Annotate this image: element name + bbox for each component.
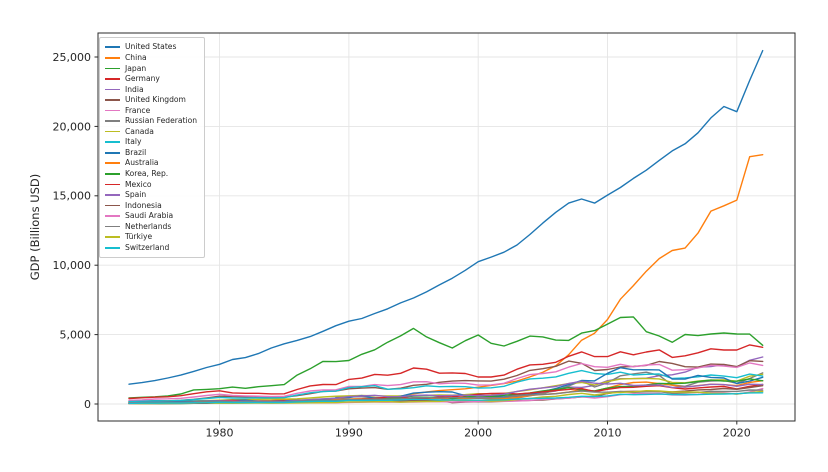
x-tick-label: 2020 <box>723 427 751 440</box>
legend-label: Netherlands <box>125 221 172 231</box>
legend-item: United Kingdom <box>105 95 197 106</box>
legend-item: Germany <box>105 74 197 85</box>
legend-swatch <box>105 130 120 133</box>
legend-item: Japan <box>105 63 197 74</box>
legend-item: Mexico <box>105 179 197 190</box>
legend-item: Netherlands <box>105 221 197 232</box>
legend-label: Japan <box>125 63 147 73</box>
legend-label: Indonesia <box>125 200 162 210</box>
legend-label: Canada <box>125 126 154 136</box>
legend-item: United States <box>105 42 197 53</box>
y-tick-label: 0 <box>84 398 91 411</box>
legend-swatch <box>105 225 120 228</box>
legend-label: Germany <box>125 74 160 84</box>
legend-label: Korea, Rep. <box>125 169 169 179</box>
legend-swatch <box>105 183 120 186</box>
legend-item: France <box>105 105 197 116</box>
series-line-japan <box>128 316 764 399</box>
legend-label: United Kingdom <box>125 95 186 105</box>
legend-item: Canada <box>105 126 197 137</box>
series-line-united-states <box>128 49 764 385</box>
axis-ticks <box>94 56 738 425</box>
y-tick-label: 10,000 <box>53 259 92 272</box>
legend-item: Saudi Arabia <box>105 211 197 222</box>
series-line-switzerland <box>128 392 764 405</box>
legend-item: Spain <box>105 190 197 201</box>
y-tick-label: 15,000 <box>53 190 92 203</box>
legend-item: Australia <box>105 158 197 169</box>
legend-swatch <box>105 99 120 101</box>
y-tick-label: 25,000 <box>53 51 92 64</box>
legend-label: Switzerland <box>125 242 170 252</box>
legend-swatch <box>105 194 120 196</box>
x-tick-label: 1980 <box>206 427 234 440</box>
legend-label: India <box>125 84 144 94</box>
legend-label: China <box>125 53 147 63</box>
legend-label: Brazil <box>125 147 147 157</box>
legend-item: China <box>105 53 197 64</box>
y-axis-label: GDP (Billions USD) <box>28 174 42 281</box>
legend-swatch <box>105 246 120 249</box>
legend-swatch <box>105 151 120 154</box>
series-line-china <box>128 153 764 403</box>
legend-label: United States <box>125 42 177 52</box>
legend-item: Korea, Rep. <box>105 169 197 180</box>
x-tick-label: 2000 <box>464 427 492 440</box>
y-tick-label: 20,000 <box>53 120 92 133</box>
legend-label: Türkiye <box>125 232 153 242</box>
legend-label: Spain <box>125 190 147 200</box>
legend-swatch <box>105 109 120 112</box>
axis-tick-labels: 0 5,000 10,000 15,000 20,000 25,000 1980 1990 20… <box>53 51 751 440</box>
series-line-united-kingdom <box>128 360 764 402</box>
legend-swatch <box>105 162 120 165</box>
legend-label: Mexico <box>125 179 152 189</box>
plot-series <box>128 49 764 405</box>
legend-label: Italy <box>125 137 142 147</box>
legend-label: Russian Federation <box>125 116 198 126</box>
legend-item: Türkiye <box>105 232 197 243</box>
legend-item: Italy <box>105 137 197 148</box>
legend-swatch <box>105 204 120 207</box>
plot-border <box>97 32 796 422</box>
legend-swatch <box>105 88 120 91</box>
series-line-france <box>128 362 764 401</box>
legend-swatch <box>105 141 120 144</box>
legend-item: Brazil <box>105 147 197 158</box>
x-tick-label: 1990 <box>335 427 363 440</box>
legend-swatch <box>105 215 120 217</box>
legend-item: Switzerland <box>105 242 197 253</box>
series-line-italy <box>128 369 764 403</box>
y-tick-label: 5,000 <box>60 328 92 341</box>
legend-swatch <box>105 46 120 49</box>
legend-swatch <box>105 172 120 175</box>
x-tick-label: 2010 <box>593 427 621 440</box>
legend-item: India <box>105 84 197 95</box>
legend-swatch <box>105 56 120 59</box>
legend-label: Australia <box>125 158 159 168</box>
series-line-germany <box>128 344 764 400</box>
legend: United States China Japan Germany India Unite… <box>99 37 206 258</box>
legend-swatch <box>105 236 120 238</box>
legend-label: France <box>125 105 151 115</box>
legend-item: Indonesia <box>105 200 197 211</box>
legend-swatch <box>105 78 120 80</box>
legend-swatch <box>105 120 120 122</box>
legend-swatch <box>105 67 120 70</box>
legend-item: Russian Federation <box>105 116 197 127</box>
legend-label: Saudi Arabia <box>125 211 174 221</box>
